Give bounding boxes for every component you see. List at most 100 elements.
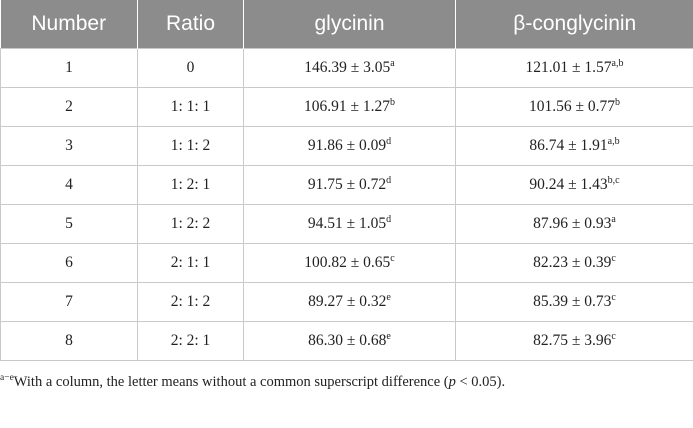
table-cell: 5 (0, 204, 138, 244)
cell-superscript: c (611, 292, 616, 303)
table-cell: 1: 1: 1 (137, 87, 244, 127)
cell-superscript: b,c (607, 175, 620, 186)
table-body: 1 0 146.39 ± 3.05a 121.01 ± 1.57a,b 2 1: 1: 1… (0, 48, 693, 361)
table-cell: 7 (0, 282, 138, 322)
cell-superscript: c (611, 253, 616, 264)
cell-superscript: d (386, 175, 392, 186)
cell-text: 89.27 ± 0.32 (308, 293, 387, 310)
table-cell: 1: 2: 2 (137, 204, 244, 244)
footnote-italic: p (448, 374, 456, 390)
cell-text: 106.91 ± 1.27 (303, 98, 390, 115)
cell-superscript: b (615, 97, 620, 108)
table-cell: 1: 2: 1 (137, 165, 244, 205)
cell-text: 2 (65, 98, 73, 115)
header-cell: β-conglycinin (455, 0, 693, 49)
cell-text: 1: 1: 1 (170, 98, 211, 115)
table-cell: 6 (0, 243, 138, 283)
table-cell: 2: 1: 2 (137, 282, 244, 322)
footnote-sup: a−e (0, 373, 14, 383)
header-row: Number Ratio glycinin β-conglycinin (0, 0, 693, 49)
cell-text: 86.30 ± 0.68 (308, 332, 387, 349)
cell-text: 3 (65, 137, 73, 154)
table-cell: 86.30 ± 0.68e (243, 321, 456, 361)
cell-superscript: b (390, 97, 395, 108)
table-cell: 87.96 ± 0.93a (455, 204, 693, 244)
table-cell: 8 (0, 321, 138, 361)
cell-text: 2: 1: 2 (170, 293, 211, 310)
table-row: 5 1: 2: 2 94.51 ± 1.05d 87.96 ± 0.93a (0, 204, 693, 244)
cell-text: 1: 2: 2 (170, 215, 211, 232)
table-row: 1 0 146.39 ± 3.05a 121.01 ± 1.57a,b (0, 48, 693, 88)
cell-text: 2: 1: 1 (170, 254, 211, 271)
table-cell: 2 (0, 87, 138, 127)
header-cell: Ratio (137, 0, 244, 49)
cell-text: 146.39 ± 3.05 (304, 59, 391, 76)
cell-text: 1: 2: 1 (170, 176, 211, 193)
cell-text: 7 (65, 293, 73, 310)
cell-text: 91.75 ± 0.72 (307, 176, 387, 193)
cell-text: 86.74 ± 1.91 (529, 137, 608, 154)
table-cell: 82.23 ± 0.39c (455, 243, 693, 283)
table-cell: 3 (0, 126, 138, 166)
header-cell: glycinin (243, 0, 456, 49)
cell-text: 1 (65, 59, 73, 76)
cell-superscript: e (386, 292, 391, 303)
table-cell: 91.86 ± 0.09d (243, 126, 456, 166)
cell-text: 100.82 ± 0.65 (304, 254, 391, 271)
table-row: 8 2: 2: 1 86.30 ± 0.68e 82.75 ± 3.96c (0, 321, 693, 361)
table-cell: 86.74 ± 1.91a,b (455, 126, 693, 166)
table-cell: 90.24 ± 1.43b,c (455, 165, 693, 205)
cell-superscript: d (386, 136, 392, 147)
footnote-text: With a column, the letter means without … (13, 374, 449, 390)
cell-text: 0 (186, 59, 195, 76)
cell-text: 94.51 ± 1.05 (307, 215, 387, 232)
cell-text: 1: 1: 2 (170, 137, 211, 154)
table-cell: 0 (137, 48, 244, 88)
table-cell: 2: 2: 1 (137, 321, 244, 361)
cell-text: 8 (65, 332, 73, 349)
table-row: 4 1: 2: 1 91.75 ± 0.72d 90.24 ± 1.43b,c (0, 165, 693, 205)
table-cell: 85.39 ± 0.73c (455, 282, 693, 322)
cell-text: 101.56 ± 0.77 (528, 98, 615, 115)
table-cell: 2: 1: 1 (137, 243, 244, 283)
cell-text: 2: 2: 1 (170, 332, 211, 349)
table-cell: 100.82 ± 0.65c (243, 243, 456, 283)
cell-text: 82.75 ± 3.96 (533, 332, 612, 349)
cell-superscript: c (611, 331, 616, 342)
table-cell: 94.51 ± 1.05d (243, 204, 456, 244)
table-cell: 91.75 ± 0.72d (243, 165, 456, 205)
table-row: 6 2: 1: 1 100.82 ± 0.65c 82.23 ± 0.39c (0, 243, 693, 283)
cell-text: 4 (65, 176, 73, 193)
footnote-end: < 0.05). (455, 374, 506, 390)
table-cell: 101.56 ± 0.77b (455, 87, 693, 127)
cell-superscript: c (390, 253, 395, 264)
cell-text: 6 (65, 254, 73, 271)
table-row: 7 2: 1: 2 89.27 ± 0.32e 85.39 ± 0.73c (0, 282, 693, 322)
table-cell: 146.39 ± 3.05a (243, 48, 456, 88)
header-cell: Number (0, 0, 138, 49)
table-cell: 1: 1: 2 (137, 126, 244, 166)
footnote: a−eWith a column, the letter means witho… (0, 373, 506, 391)
table-row: 3 1: 1: 2 91.86 ± 0.09d 86.74 ± 1.91a,b (0, 126, 693, 166)
table-cell: 121.01 ± 1.57a,b (455, 48, 693, 88)
table-cell: 1 (0, 48, 138, 88)
table-cell: 89.27 ± 0.32e (243, 282, 456, 322)
cell-superscript: d (386, 214, 392, 225)
cell-text: 87.96 ± 0.93 (533, 215, 612, 232)
cell-superscript: a,b (607, 136, 620, 147)
cell-superscript: a,b (611, 58, 624, 69)
table-cell: 4 (0, 165, 138, 205)
table-row: 2 1: 1: 1 106.91 ± 1.27b 101.56 ± 0.77b (0, 87, 693, 127)
cell-text: 121.01 ± 1.57 (525, 59, 612, 76)
cell-text: 90.24 ± 1.43 (529, 176, 608, 193)
cell-text: 85.39 ± 0.73 (533, 293, 612, 310)
table-cell: 82.75 ± 3.96c (455, 321, 693, 361)
cell-text: 5 (65, 215, 73, 232)
cell-superscript: a (611, 214, 616, 225)
cell-text: 91.86 ± 0.09 (307, 137, 387, 154)
cell-superscript: a (390, 58, 395, 69)
data-table: Number Ratio glycinin β-conglycinin 1 0 146.3… (0, 0, 693, 361)
table-cell: 106.91 ± 1.27b (243, 87, 456, 127)
cell-superscript: e (386, 331, 391, 342)
